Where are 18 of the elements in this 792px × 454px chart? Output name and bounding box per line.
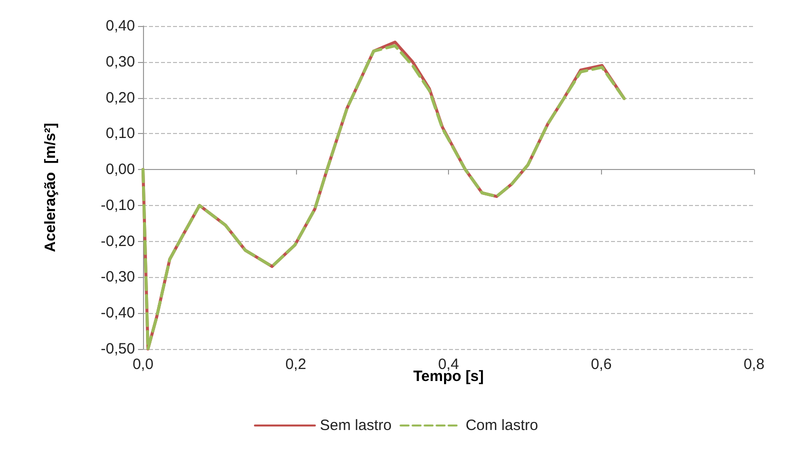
- y-tick-label: -0,40: [100, 304, 135, 322]
- y-tick-label: -0,10: [100, 196, 135, 214]
- y-tick-label: 0,20: [106, 89, 135, 106]
- x-tick-label: 0,4: [438, 356, 459, 373]
- y-tick-label: 0,30: [106, 53, 135, 70]
- x-tick-label: 0,6: [590, 356, 612, 373]
- y-axis-title: Aceleração [m/s²]: [42, 122, 59, 252]
- x-tick-label: 0,8: [744, 356, 764, 373]
- y-tick-label: 0,10: [106, 125, 135, 142]
- y-tick-label: -0,50: [100, 340, 135, 358]
- legend-label: Com lastro: [466, 417, 538, 434]
- x-tick-label: 0,0: [132, 356, 154, 373]
- y-tick-label: 0,40: [106, 18, 135, 34]
- legend-label: Sem lastro: [320, 417, 392, 434]
- y-tick-label: -0,20: [100, 232, 135, 250]
- x-tick-label: 0,2: [285, 356, 306, 373]
- y-tick-label: -0,30: [100, 268, 135, 286]
- y-tick-label: 0,00: [106, 161, 135, 178]
